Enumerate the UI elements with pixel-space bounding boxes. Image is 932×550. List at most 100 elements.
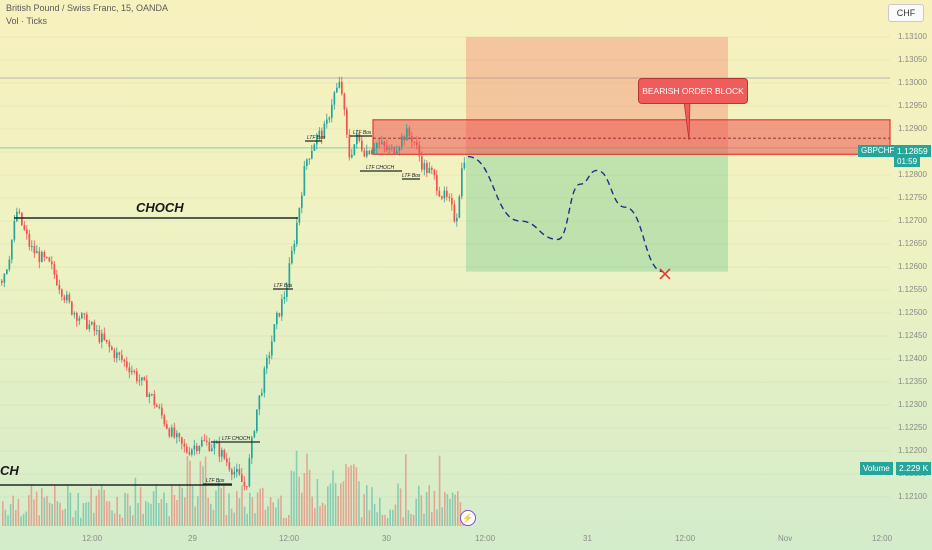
volume-bar	[204, 456, 207, 526]
volume-bar	[379, 497, 381, 526]
volume-bar	[152, 491, 155, 526]
candle-body	[16, 211, 18, 222]
volume-indicator-label[interactable]: Vol · Ticks	[6, 16, 48, 26]
candle-body	[181, 437, 183, 444]
symbol-title[interactable]: British Pound / Swiss Franc, 15, OANDA	[6, 3, 169, 13]
candle-body	[148, 394, 151, 397]
price-tag-countdown: 01:59	[894, 157, 921, 167]
volume-bar	[199, 461, 202, 526]
candle-body	[246, 486, 248, 488]
volume-bar	[207, 497, 209, 526]
candle-body	[111, 346, 113, 350]
volume-bar	[269, 497, 272, 526]
candle-body	[66, 294, 68, 301]
volume-bar	[324, 504, 326, 526]
candle-body	[11, 239, 13, 260]
price-axis-tick: 1.12750	[898, 193, 927, 202]
candle-body	[461, 168, 463, 197]
candle-body	[93, 322, 96, 331]
volume-bar	[384, 514, 386, 526]
currency-button[interactable]: CHF	[888, 4, 924, 22]
volume-bar	[399, 488, 402, 526]
volume-bar	[90, 487, 92, 526]
price-axis-tick: 1.12950	[898, 101, 927, 110]
structure-level-label: LTF Bos	[402, 173, 421, 179]
volume-bar	[145, 501, 147, 526]
volume-bar	[355, 467, 358, 526]
price-axis-tick: 1.12250	[898, 423, 927, 432]
volume-bar	[410, 513, 412, 526]
candle-body	[31, 246, 33, 248]
candle-body	[291, 250, 293, 264]
candle-body	[343, 93, 346, 110]
volume-bar	[15, 510, 17, 526]
volume-bar	[87, 502, 90, 526]
price-axis-tick: 1.12650	[898, 239, 927, 248]
candle-body	[358, 133, 361, 141]
candle-body	[136, 371, 138, 382]
volume-bar	[418, 485, 420, 526]
price-axis-tick: 1.12500	[898, 308, 927, 317]
volume-bar	[285, 517, 287, 526]
candle-body	[356, 133, 358, 145]
price-tag-value: 1.12859	[894, 145, 931, 157]
candle-body	[41, 252, 43, 262]
candle-body	[333, 92, 336, 105]
choch-left-label: CH	[0, 463, 19, 478]
volume-bar	[7, 515, 9, 526]
price-axis-tick: 1.12550	[898, 285, 927, 294]
candle-body	[363, 150, 366, 157]
volume-bar	[345, 463, 347, 526]
volume-bar	[420, 495, 423, 526]
candle-body	[208, 441, 211, 451]
candle-body	[58, 285, 61, 290]
volume-bar	[316, 479, 319, 526]
volume-bar	[74, 510, 77, 526]
candle-body	[153, 394, 156, 406]
candle-body	[263, 368, 266, 393]
candle-body	[6, 269, 8, 274]
volume-bar	[28, 495, 30, 526]
candle-body	[63, 296, 66, 301]
candle-body	[141, 377, 143, 381]
candle-body	[101, 333, 103, 343]
candle-body	[276, 312, 278, 325]
volume-bar	[303, 473, 306, 526]
volume-bar	[246, 513, 248, 526]
volume-bar	[33, 499, 35, 526]
volume-tag: Volume 2.229 K	[860, 462, 932, 475]
volume-bar	[290, 470, 293, 526]
volume-bar	[256, 492, 259, 526]
candle-body	[261, 392, 263, 396]
volume-bar	[267, 506, 269, 526]
candle-body	[143, 377, 146, 381]
volume-bar	[220, 487, 222, 526]
volume-bar	[111, 510, 113, 526]
volume-bar	[438, 455, 441, 526]
price-axis-tick: 1.12800	[898, 170, 927, 179]
volume-bar	[433, 490, 436, 526]
candle-body	[81, 313, 83, 319]
lightning-icon[interactable]: ⚡	[460, 510, 476, 526]
volume-bar	[197, 496, 199, 526]
candle-body	[163, 415, 166, 425]
volume-bar	[360, 517, 363, 526]
candle-body	[391, 147, 393, 149]
candle-body	[156, 405, 158, 408]
volume-bar	[386, 517, 389, 526]
candle-body	[113, 349, 116, 358]
bearish-order-block-callout[interactable]: BEARISH ORDER BLOCK	[638, 78, 748, 104]
candle-body	[231, 469, 233, 475]
candle-body	[26, 229, 28, 235]
candle-body	[286, 287, 288, 297]
volume-bar	[243, 506, 246, 526]
price-axis-tick: 1.12300	[898, 400, 927, 409]
candle-body	[268, 355, 271, 358]
candle-body	[201, 439, 203, 447]
volume-bar	[238, 498, 241, 526]
candle-body	[3, 273, 6, 283]
candle-body	[211, 448, 213, 451]
volume-bar	[12, 495, 14, 526]
